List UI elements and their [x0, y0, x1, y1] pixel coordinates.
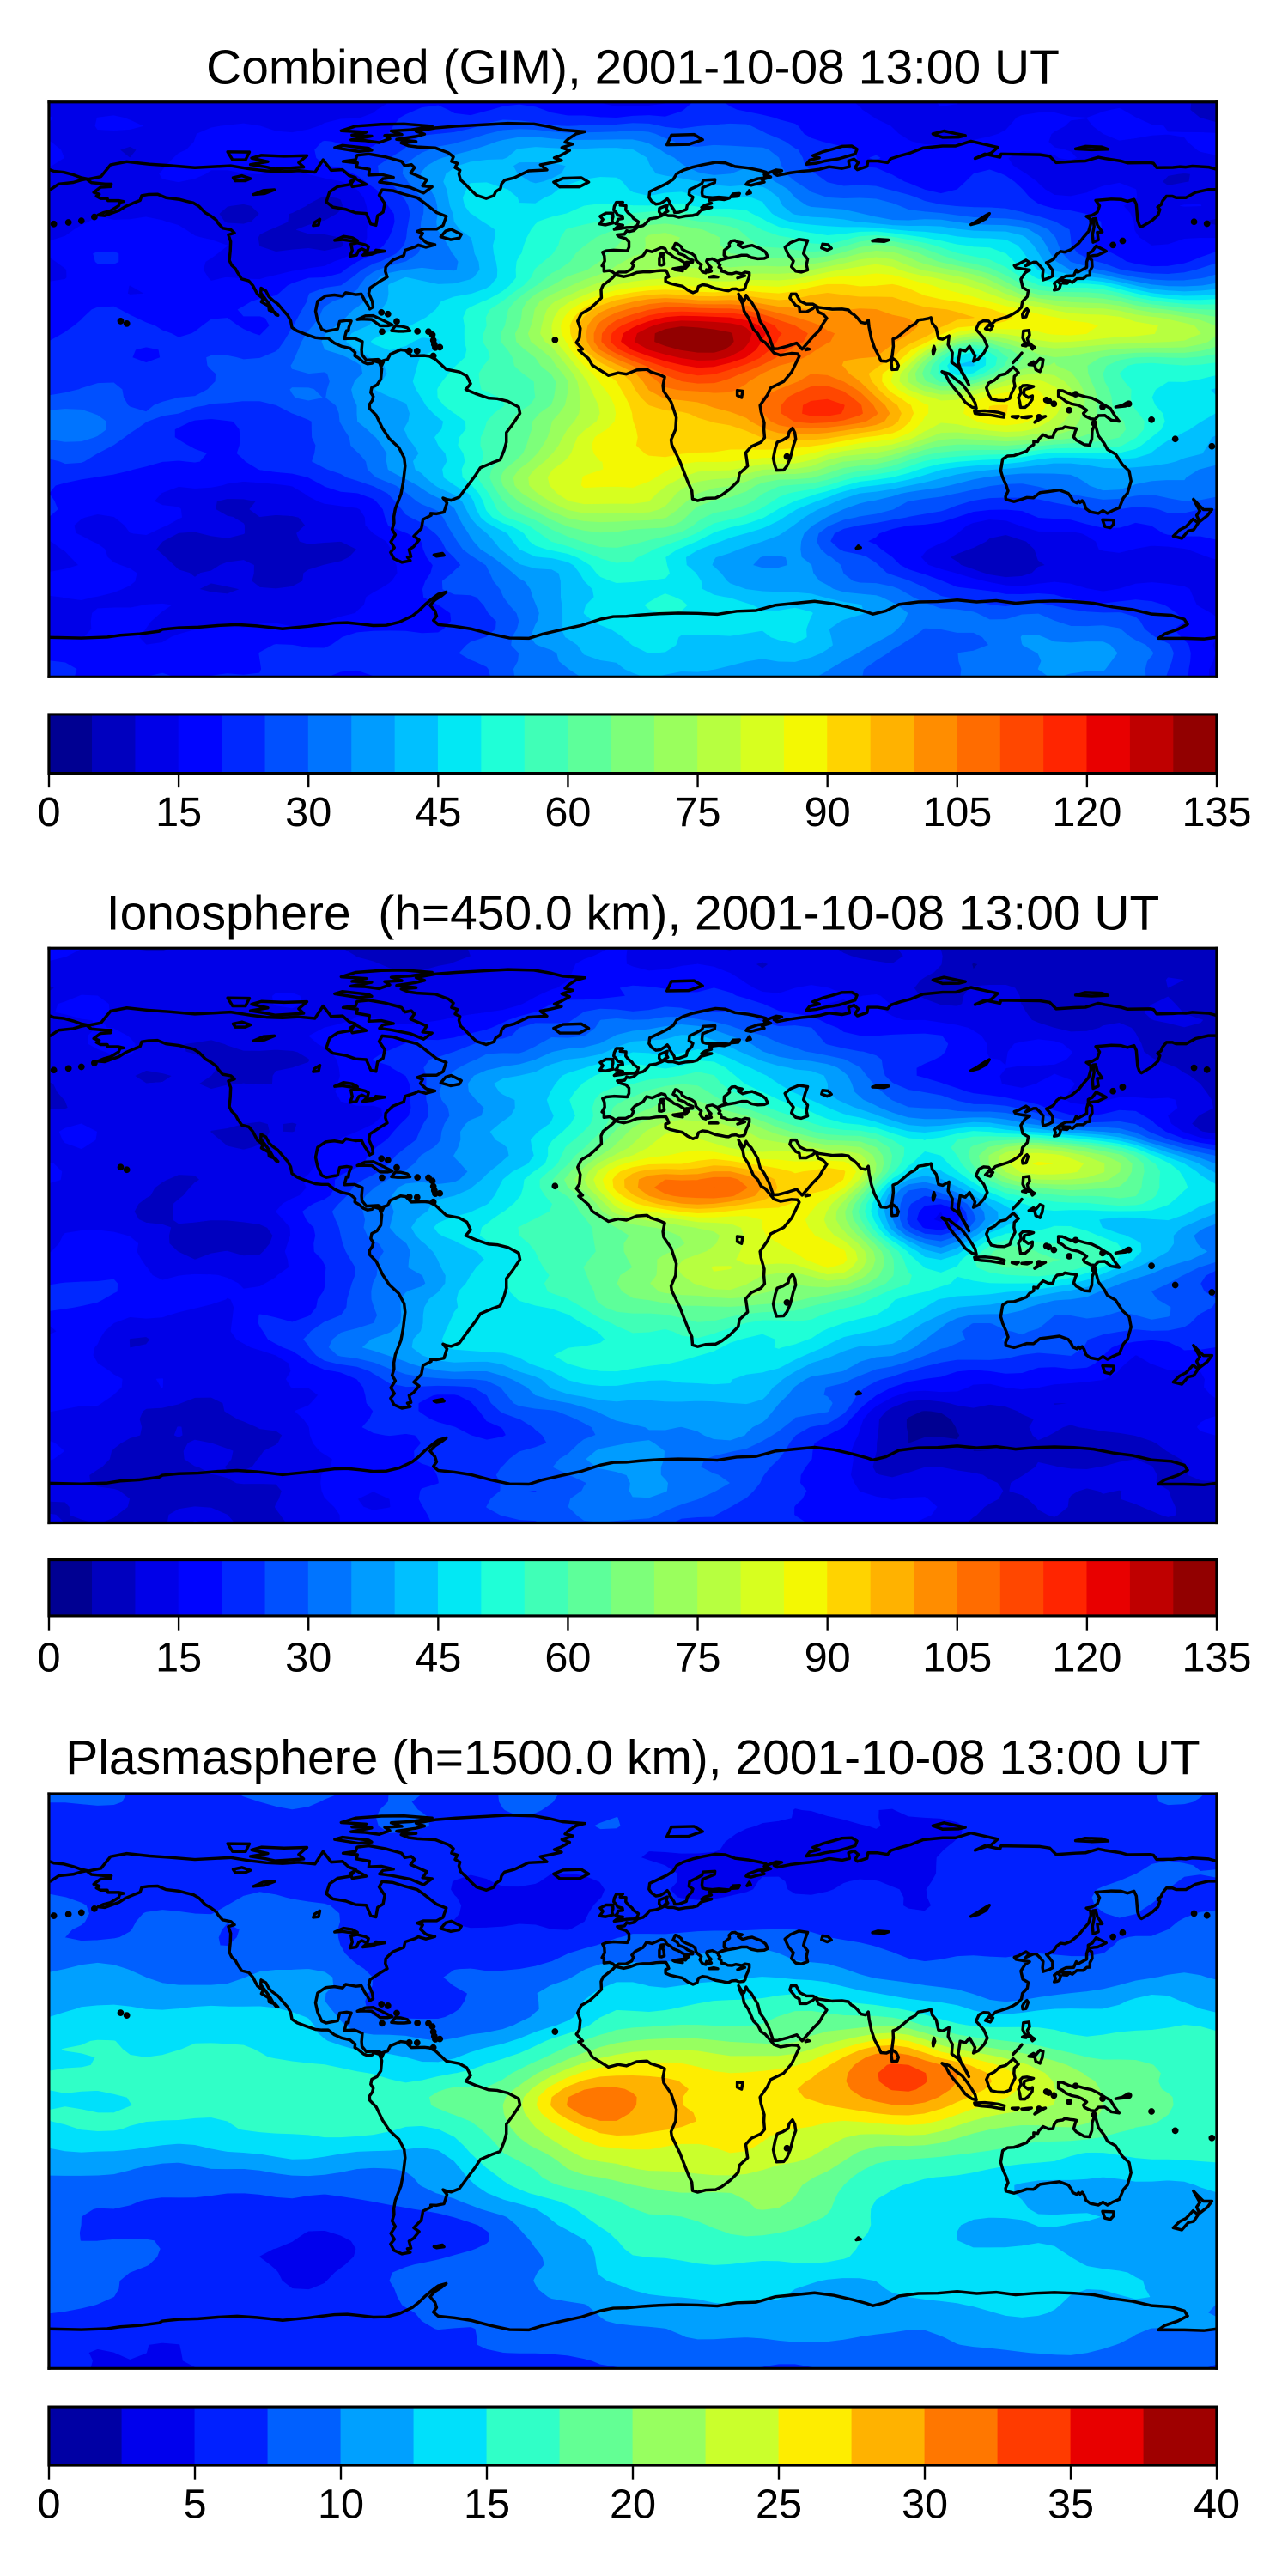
svg-text:30: 30 — [902, 2482, 948, 2528]
svg-text:Combined (GIM), 2001-10-08 13:: Combined (GIM), 2001-10-08 13:00 UT — [206, 40, 1060, 95]
svg-text:5: 5 — [183, 2482, 206, 2528]
svg-text:Ionosphere (h=450.0 km), 2001: Ionosphere (h=450.0 km), 2001-10-08 13:0… — [106, 885, 1160, 940]
svg-text:30: 30 — [285, 1634, 331, 1680]
svg-text:20: 20 — [610, 2482, 656, 2528]
svg-text:0: 0 — [37, 789, 60, 835]
svg-text:90: 90 — [805, 789, 851, 835]
svg-text:60: 60 — [544, 789, 591, 835]
svg-text:Plasmasphere (h=1500.0 km), 20: Plasmasphere (h=1500.0 km), 2001-10-08 1… — [65, 1730, 1200, 1785]
svg-text:0: 0 — [37, 2482, 60, 2528]
svg-text:15: 15 — [464, 2482, 510, 2528]
svg-text:30: 30 — [285, 789, 331, 835]
svg-text:45: 45 — [415, 789, 461, 835]
svg-text:120: 120 — [1052, 1634, 1121, 1680]
svg-text:75: 75 — [675, 1634, 721, 1680]
svg-text:105: 105 — [922, 789, 992, 835]
svg-text:25: 25 — [756, 2482, 802, 2528]
svg-text:135: 135 — [1182, 1634, 1251, 1680]
svg-text:10: 10 — [318, 2482, 364, 2528]
svg-text:90: 90 — [805, 1634, 851, 1680]
svg-text:60: 60 — [544, 1634, 591, 1680]
svg-text:15: 15 — [155, 789, 202, 835]
svg-text:35: 35 — [1048, 2482, 1094, 2528]
svg-text:45: 45 — [415, 1634, 461, 1680]
svg-text:15: 15 — [155, 1634, 202, 1680]
svg-text:120: 120 — [1052, 789, 1121, 835]
svg-text:135: 135 — [1182, 789, 1251, 835]
svg-text:75: 75 — [675, 789, 721, 835]
svg-text:105: 105 — [922, 1634, 992, 1680]
svg-text:0: 0 — [37, 1634, 60, 1680]
svg-text:40: 40 — [1194, 2482, 1240, 2528]
